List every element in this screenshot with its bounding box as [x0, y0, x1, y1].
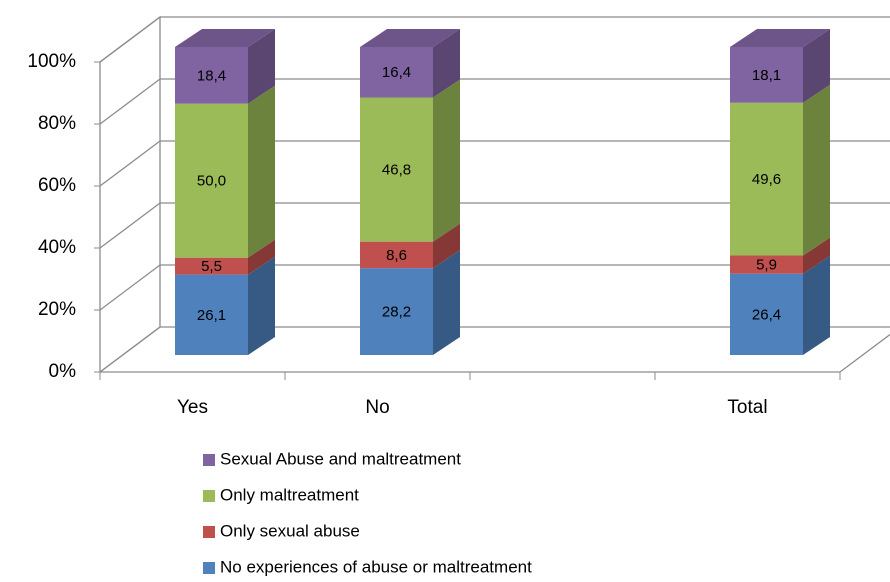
data-label: 28,2 [382, 304, 411, 321]
grid-line [99, 202, 890, 249]
bar [730, 47, 803, 103]
data-label: 50,0 [197, 173, 226, 190]
bar [175, 274, 248, 355]
legend-swatch [203, 454, 215, 466]
bar-side [433, 29, 460, 98]
data-label: 5,5 [201, 258, 222, 275]
bar [730, 102, 803, 256]
legend-label: Only sexual abuse [220, 521, 360, 540]
x-tick-label: Yes [177, 397, 208, 418]
bar-side [248, 29, 275, 104]
bar [175, 257, 248, 275]
bar-side [433, 79, 460, 242]
x-tick-label: Total [727, 397, 767, 418]
x-tick-label: No [365, 397, 389, 418]
bar [360, 97, 433, 242]
legend-label: Sexual Abuse and maltreatment [220, 449, 461, 468]
y-tick-label: 100% [27, 51, 76, 72]
data-label: 18,1 [752, 67, 781, 84]
data-label: 26,1 [197, 307, 226, 324]
bar [175, 47, 248, 104]
bar [730, 255, 803, 274]
legend-swatch [203, 490, 215, 502]
grid-line [99, 264, 890, 311]
y-tick-label: 80% [38, 113, 76, 134]
y-tick-label: 40% [38, 237, 76, 258]
bar-top [175, 29, 275, 47]
bar-side [803, 237, 830, 274]
bar-side [803, 29, 830, 103]
data-label: 5,9 [756, 257, 777, 274]
legend-swatch [203, 526, 215, 538]
bar-top [360, 29, 460, 47]
bar [730, 273, 803, 355]
grid-line [99, 140, 890, 187]
data-label: 46,8 [382, 162, 411, 179]
bar-side [248, 85, 275, 258]
bar-side [803, 255, 830, 355]
bar [360, 241, 433, 269]
bar-side [248, 256, 275, 355]
data-label: 26,4 [752, 306, 781, 323]
legend-label: No experiences of abuse or maltreatment [220, 557, 532, 576]
bar-side [433, 223, 460, 269]
y-tick-label: 0% [49, 361, 77, 382]
bar-side [433, 250, 460, 355]
bar-side [248, 239, 275, 275]
grid-line [99, 16, 890, 63]
legend-label: Only maltreatment [220, 485, 359, 504]
legend-swatch [203, 562, 215, 574]
bar [360, 268, 433, 355]
data-label: 49,6 [752, 171, 781, 188]
grid-line [99, 326, 890, 373]
wall [99, 15, 161, 373]
bar [360, 47, 433, 98]
data-label: 16,4 [382, 64, 411, 81]
bar-side [803, 84, 830, 256]
grid-line [99, 78, 890, 125]
bar-top [730, 29, 830, 47]
y-tick-label: 20% [38, 299, 76, 320]
data-label: 18,4 [197, 67, 226, 84]
bar [175, 103, 248, 258]
data-label: 8,6 [386, 247, 407, 264]
y-tick-label: 60% [38, 175, 76, 196]
